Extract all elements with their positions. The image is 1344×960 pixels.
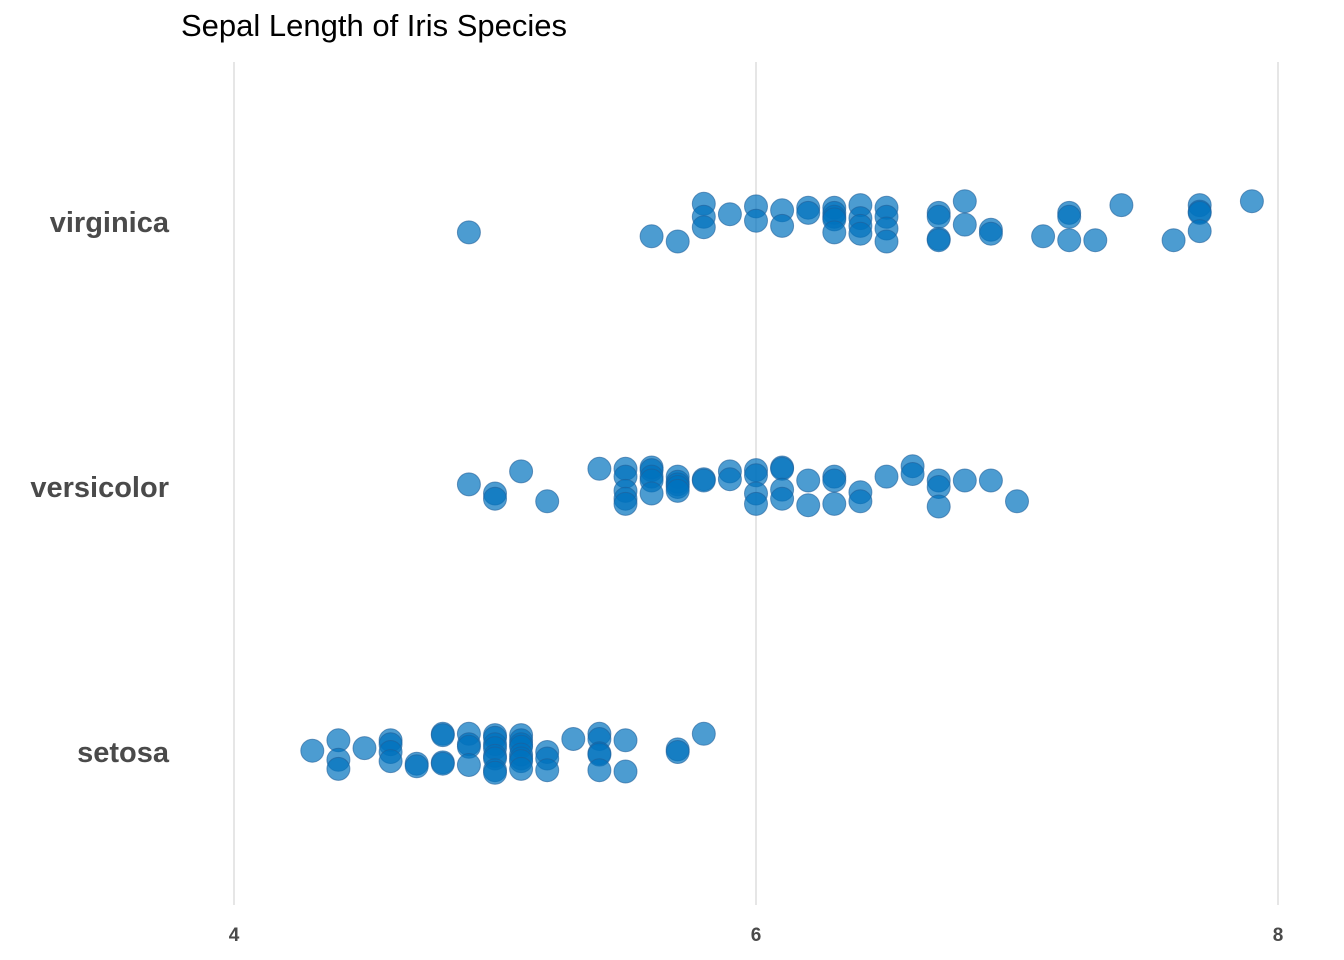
data-point-setosa (430, 723, 455, 748)
data-point-versicolor (665, 478, 690, 503)
data-point-versicolor (456, 472, 481, 497)
category-label-versicolor: versicolor (30, 472, 169, 504)
data-point-setosa (378, 749, 403, 774)
data-point-setosa (561, 727, 586, 751)
data-point-virginica (1083, 228, 1108, 253)
data-point-versicolor (822, 491, 847, 516)
data-point-versicolor (796, 493, 821, 518)
data-point-setosa (665, 740, 690, 764)
data-point-virginica (926, 204, 951, 229)
category-label-setosa: setosa (77, 737, 170, 769)
data-point-versicolor (717, 467, 742, 492)
data-point-setosa (300, 738, 325, 763)
data-point-versicolor (770, 456, 795, 481)
category-label-virginica: virginica (50, 207, 170, 239)
chart-title: Sepal Length of Iris Species (181, 8, 568, 43)
data-point-versicolor (744, 491, 768, 516)
data-point-virginica (691, 215, 716, 240)
data-point-versicolor (796, 468, 821, 493)
data-point-virginica (1161, 228, 1186, 253)
data-point-setosa (587, 758, 612, 783)
data-point-versicolor (822, 468, 847, 493)
x-axis-ticks: 4 6 8 (229, 925, 1284, 946)
data-point-versicolor (691, 468, 716, 493)
data-point-versicolor (639, 481, 664, 506)
data-point-virginica (874, 229, 899, 254)
data-point-versicolor (613, 491, 638, 516)
data-point-virginica (1239, 189, 1264, 214)
data-point-virginica (456, 220, 481, 245)
data-point-versicolor (1005, 489, 1029, 514)
data-point-versicolor (900, 462, 925, 486)
data-point-versicolor (509, 459, 534, 484)
data-point-setosa (483, 760, 507, 785)
data-point-versicolor (926, 494, 951, 519)
data-point-virginica (848, 221, 873, 246)
data-point-setosa (430, 751, 455, 776)
data-points (300, 189, 1264, 785)
data-point-versicolor (535, 489, 560, 514)
data-point-setosa (404, 754, 429, 779)
data-point-versicolor (978, 468, 1003, 493)
data-point-virginica (1109, 193, 1134, 218)
category-labels: virginica versicolor setosa (30, 207, 170, 769)
data-point-virginica (1031, 224, 1056, 249)
data-point-versicolor (483, 486, 507, 511)
data-point-virginica (952, 212, 977, 237)
data-point-versicolor (874, 464, 899, 489)
data-point-virginica (952, 189, 977, 214)
data-point-virginica (717, 202, 742, 227)
data-point-versicolor (848, 489, 873, 514)
data-point-setosa (456, 753, 481, 777)
x-tick-label: 6 (751, 925, 762, 946)
data-point-setosa (691, 721, 716, 746)
data-point-virginica (770, 213, 795, 238)
data-point-setosa (326, 756, 351, 781)
data-point-versicolor (770, 486, 795, 511)
data-point-setosa (613, 728, 638, 753)
data-point-virginica (1187, 219, 1212, 244)
data-point-virginica (822, 220, 847, 245)
data-point-virginica (1057, 228, 1082, 253)
data-point-setosa (352, 736, 377, 761)
data-point-virginica (1057, 204, 1082, 229)
x-tick-label: 8 (1273, 925, 1284, 946)
data-point-virginica (978, 221, 1003, 246)
data-point-setosa (535, 758, 560, 783)
data-point-virginica (926, 228, 951, 253)
x-tick-label: 4 (229, 925, 240, 946)
data-point-virginica (744, 208, 768, 233)
data-point-virginica (796, 200, 821, 225)
data-point-versicolor (587, 456, 612, 481)
data-point-virginica (639, 224, 664, 249)
data-point-virginica (665, 229, 690, 254)
data-point-versicolor (952, 468, 977, 493)
data-point-setosa (613, 759, 638, 784)
data-point-setosa (509, 756, 534, 781)
